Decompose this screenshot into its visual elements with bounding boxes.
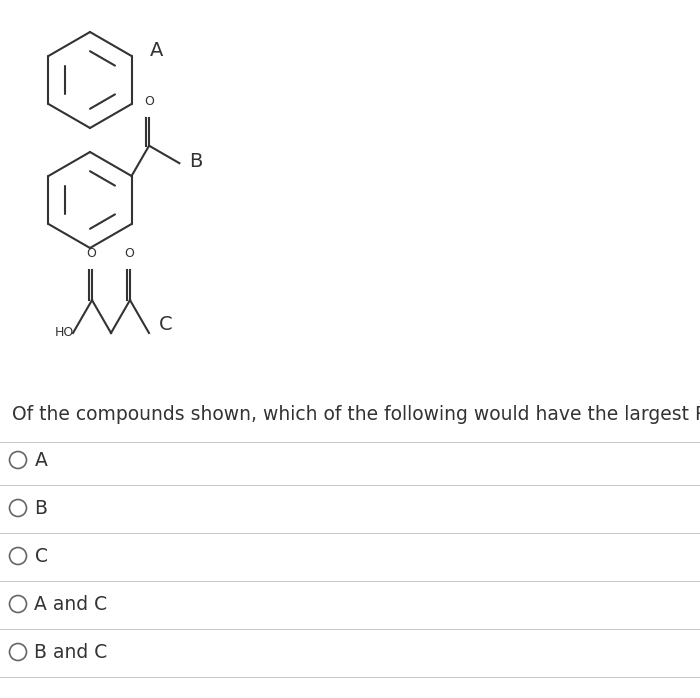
Text: B and C: B and C: [34, 642, 108, 662]
Text: O: O: [144, 95, 154, 107]
Text: O: O: [124, 247, 134, 260]
Text: B: B: [34, 498, 48, 517]
Text: C: C: [159, 315, 173, 334]
Text: A: A: [150, 41, 163, 61]
Text: O: O: [86, 247, 96, 260]
Text: C: C: [34, 547, 48, 565]
Text: HO: HO: [55, 327, 74, 339]
Text: A and C: A and C: [34, 595, 108, 614]
Text: A: A: [34, 450, 48, 470]
Text: Of the compounds shown, which of the following would have the largest Rf value?: Of the compounds shown, which of the fol…: [12, 406, 700, 424]
Text: B: B: [190, 151, 203, 171]
